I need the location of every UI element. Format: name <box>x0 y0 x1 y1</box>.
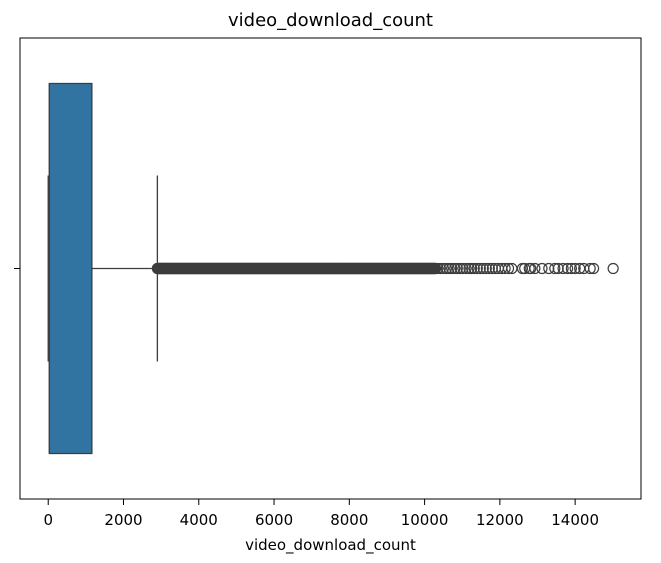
outlier-point <box>477 262 489 275</box>
outlier-point <box>562 262 574 275</box>
x-tick-label: 2000 <box>104 511 142 529</box>
box-iqr <box>48 82 93 455</box>
outlier-point <box>440 262 453 275</box>
outlier-point <box>449 262 461 275</box>
outliers-dense <box>151 262 442 275</box>
outlier-point <box>451 262 463 275</box>
x-tick-label: 12000 <box>476 511 524 529</box>
outlier-point <box>434 262 446 275</box>
outlier-point <box>529 262 541 275</box>
x-tick-label: 4000 <box>180 511 218 529</box>
x-tick-label: 6000 <box>255 511 293 529</box>
outlier-point <box>463 262 475 275</box>
x-tick-label: 14000 <box>551 511 599 529</box>
outlier-point <box>457 262 469 275</box>
chart-title: video_download_count <box>228 10 433 31</box>
outlier-point <box>525 262 537 275</box>
x-axis: 0 2000 4000 6000 8000 10000 12000 14000 <box>43 499 599 529</box>
outlier-point <box>557 262 569 275</box>
outlier-point <box>432 262 444 275</box>
outlier-point <box>502 262 515 275</box>
outlier-point <box>607 262 619 275</box>
outlier-point <box>565 262 577 275</box>
outlier-point <box>474 262 486 275</box>
outlier-point <box>587 262 600 275</box>
outlier-point <box>549 262 561 275</box>
outlier-point <box>437 262 450 275</box>
outlier-point <box>468 262 480 275</box>
outlier-point <box>483 262 495 275</box>
outlier-point <box>446 262 458 275</box>
plot-area <box>47 82 619 455</box>
outlier-point <box>471 262 483 275</box>
outlier-point <box>584 262 596 275</box>
x-tick-label: 8000 <box>330 511 368 529</box>
outlier-point <box>454 262 466 275</box>
outlier-point <box>543 262 555 275</box>
outlier-point <box>536 262 548 275</box>
outlier-point <box>499 262 511 275</box>
x-axis-label: video_download_count <box>245 536 416 555</box>
outlier-point <box>460 262 472 275</box>
x-tick-label: 0 <box>43 511 53 529</box>
outlier-point <box>569 262 581 275</box>
outlier-point <box>466 262 478 275</box>
outlier-point <box>480 262 492 275</box>
outlier-point <box>443 262 455 275</box>
x-tick-label: 10000 <box>401 511 449 529</box>
